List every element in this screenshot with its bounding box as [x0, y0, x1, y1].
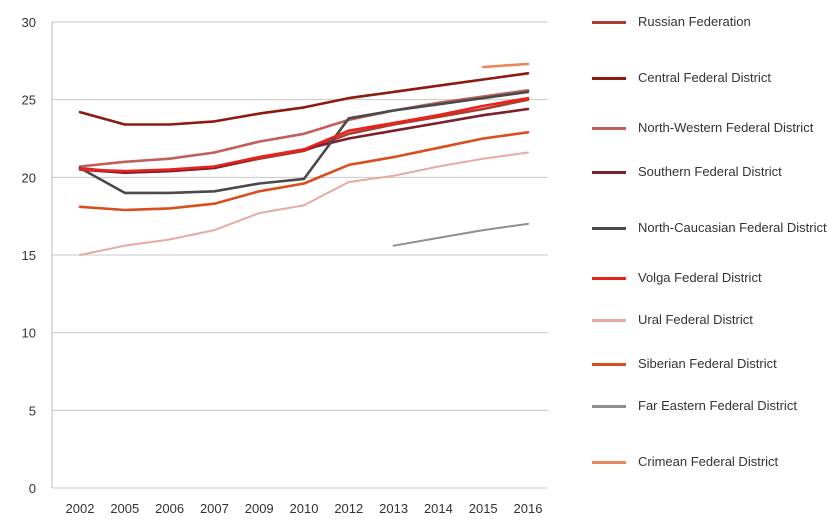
gridlines	[52, 21, 548, 489]
legend-label: North-Caucasian Federal District	[638, 220, 827, 235]
legend-swatch	[592, 460, 626, 464]
x-tick-label: 2012	[334, 501, 363, 516]
legend-label: Volga Federal District	[638, 270, 762, 285]
x-axis-ticks: 2002 2005 2006 2007 2009 2010 2012 2013 2014 2015…	[66, 501, 543, 516]
series-line-ural-federal-district	[79, 151, 529, 256]
legend-label: Russian Federation	[638, 14, 751, 29]
legend-swatch	[592, 76, 626, 80]
legend-swatch	[592, 20, 626, 24]
series-line-north-western-federal-district	[78, 89, 530, 168]
legend-label: Far Eastern Federal District	[638, 398, 797, 413]
legend-swatch	[592, 170, 626, 174]
legend-item: Central Federal District	[592, 70, 830, 86]
legend-item: Southern Federal District	[592, 164, 830, 180]
series-line-volga-federal-district	[78, 96, 530, 173]
y-tick-label: 25	[22, 93, 36, 108]
legend-swatch	[592, 318, 626, 322]
x-tick-label: 2009	[245, 501, 274, 516]
y-tick-label: 20	[22, 170, 36, 185]
y-tick-label: 15	[22, 248, 36, 263]
x-tick-label: 2010	[290, 501, 319, 516]
y-axis-ticks: 0 5 10 15 20 25 30	[22, 15, 36, 496]
x-tick-label: 2016	[514, 501, 543, 516]
legend-swatch	[592, 126, 626, 130]
x-tick-label: 2002	[66, 501, 95, 516]
legend-label: Siberian Federal District	[638, 356, 777, 371]
legend-item: Far Eastern Federal District	[592, 398, 830, 414]
legend-item: Crimean Federal District	[592, 454, 830, 470]
legend-label: Southern Federal District	[638, 164, 782, 179]
legend-swatch	[592, 404, 626, 408]
y-tick-label: 30	[22, 15, 36, 30]
x-tick-label: 2014	[424, 501, 453, 516]
legend-item: North-Western Federal District	[592, 120, 830, 136]
legend-label: Ural Federal District	[638, 312, 753, 327]
y-tick-label: 0	[29, 481, 36, 496]
x-tick-label: 2013	[379, 501, 408, 516]
x-tick-label: 2005	[110, 501, 139, 516]
legend-item: Siberian Federal District	[592, 356, 830, 372]
legend-item: North-Caucasian Federal District	[592, 220, 830, 236]
legend-swatch	[592, 276, 626, 280]
y-tick-label: 5	[29, 403, 36, 418]
legend-swatch	[592, 226, 626, 230]
legend-item: Volga Federal District	[592, 270, 830, 286]
series-line-far-eastern-federal-district	[392, 222, 529, 247]
series-line-crimean-federal-district	[481, 62, 530, 69]
series-line-north-caucasian-federal-district	[78, 90, 530, 195]
series-lines	[78, 62, 530, 256]
legend-swatch	[592, 362, 626, 366]
line-chart: 0 5 10 15 20 25 30 2002 2005 2006 2007 2009 2010 201…	[22, 15, 548, 516]
legend-label: North-Western Federal District	[638, 120, 814, 135]
legend-item: Ural Federal District	[592, 312, 830, 328]
series-line-siberian-federal-district	[78, 131, 530, 212]
legend-item: Russian Federation	[592, 14, 830, 30]
x-tick-label: 2006	[155, 501, 184, 516]
series-line-central-federal-district	[78, 72, 530, 126]
legend-label: Central Federal District	[638, 70, 771, 85]
x-tick-label: 2007	[200, 501, 229, 516]
y-tick-label: 10	[22, 326, 36, 341]
x-tick-label: 2015	[469, 501, 498, 516]
legend-label: Crimean Federal District	[638, 454, 779, 469]
